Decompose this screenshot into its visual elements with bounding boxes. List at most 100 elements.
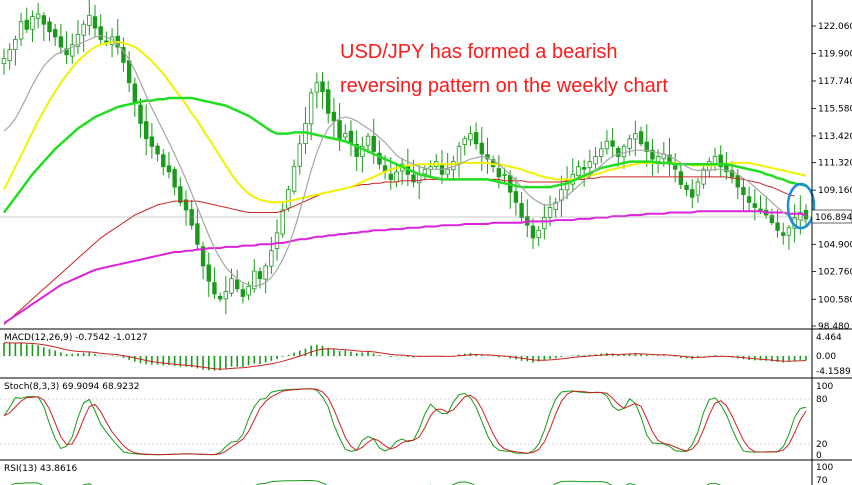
- candle-body-bear: [519, 203, 524, 219]
- candle-body-bear: [638, 131, 644, 145]
- candle-body-bear: [92, 16, 98, 29]
- candle-body-bull: [343, 133, 348, 138]
- stoch-tick-80: 80: [816, 395, 828, 405]
- price-tick-label: 98.480: [818, 322, 850, 332]
- candle-body-bull: [604, 140, 610, 150]
- candle-body-bull: [547, 207, 553, 218]
- ma-green-line: [3, 96, 807, 214]
- candle: [781, 222, 786, 245]
- candle-body-bear: [326, 89, 331, 114]
- candle-body-bear: [479, 142, 484, 155]
- candle-body-bear: [758, 208, 763, 211]
- candle: [360, 137, 365, 173]
- candle: [291, 159, 297, 195]
- candle: [30, 10, 35, 43]
- candle: [354, 130, 359, 172]
- price-tick-label: 115.580: [818, 104, 852, 114]
- candle-body-bull: [456, 145, 462, 165]
- candle-body-bear: [769, 215, 775, 224]
- rsi-label: RSI(13) 43.8616: [4, 464, 77, 474]
- candle: [240, 283, 246, 304]
- candle: [52, 24, 58, 46]
- candle: [371, 118, 376, 165]
- candle: [70, 33, 75, 64]
- candle-body-bull: [263, 265, 268, 280]
- candle: [786, 224, 792, 250]
- candle: [536, 225, 541, 247]
- candle-body-bear: [121, 47, 126, 63]
- rsi-tick-100: 100: [816, 463, 833, 473]
- candle: [58, 23, 64, 54]
- candle: [695, 178, 701, 203]
- moving-averages: [3, 35, 807, 325]
- candle-body-bear: [672, 165, 678, 170]
- candle: [326, 80, 331, 124]
- candle: [155, 143, 160, 162]
- candle-body-bear: [616, 148, 621, 157]
- candle-body-bull: [87, 14, 92, 26]
- ma-red-line: [3, 176, 795, 325]
- macd-panel: MACD(12,26,9) -0.7542 -1.0127 4.464 0.00…: [0, 333, 851, 377]
- stoch-k-line: [3, 388, 807, 456]
- candle-body-bull: [291, 166, 297, 192]
- candle-body-bull: [18, 21, 24, 40]
- candle-body-bear: [58, 36, 64, 48]
- stoch-d-line: [3, 388, 807, 456]
- candle: [343, 124, 348, 141]
- candle-body-bull: [297, 143, 302, 167]
- candle-body-bear: [530, 225, 536, 239]
- candle-body-bear: [161, 154, 166, 168]
- candle-body-bull: [229, 278, 234, 294]
- candle: [252, 258, 257, 293]
- candle: [593, 146, 598, 169]
- candle: [610, 128, 615, 157]
- price-tick-label: 104.900: [818, 240, 852, 250]
- candle: [35, 2, 41, 29]
- macd-tick-top: 4.464: [816, 333, 842, 343]
- candle-body-bear: [200, 246, 206, 267]
- current-price-tag-box: [811, 209, 852, 224]
- candle: [746, 186, 752, 212]
- candle-body-bear: [24, 19, 29, 30]
- candle-body-bull: [269, 250, 274, 267]
- candle-body-bear: [678, 171, 684, 185]
- candle: [280, 201, 285, 238]
- highlight-circle: [786, 182, 816, 230]
- candle: [627, 134, 632, 156]
- stoch-tick-0: 0: [816, 451, 822, 461]
- rsi-tick-70: 70: [816, 476, 828, 485]
- candle-body-bull: [360, 145, 365, 157]
- rsi-line: [10, 480, 722, 485]
- candle-body-bear: [166, 165, 172, 173]
- candle-body-bull: [246, 285, 251, 296]
- candle: [64, 31, 69, 65]
- candle-body-bear: [746, 196, 752, 203]
- candle-body-bear: [775, 222, 780, 231]
- candle-body-bull: [223, 290, 229, 300]
- candle-body-bear: [411, 174, 416, 183]
- price-tick-label: 119.900: [818, 49, 852, 59]
- candle-body-bull: [81, 23, 86, 36]
- candle: [718, 145, 723, 178]
- candle-body-bear: [690, 189, 695, 198]
- candles: [1, 0, 809, 315]
- candle-body-bull: [536, 229, 541, 239]
- price-tick-label: 109.160: [818, 186, 852, 196]
- candle-body-bull: [286, 189, 291, 209]
- macd-tick-zero: 0.00: [816, 352, 836, 362]
- candle: [274, 219, 280, 261]
- price-tick-label: 113.420: [818, 132, 852, 142]
- candle-body-bull: [593, 156, 598, 165]
- candle-body-bull: [274, 232, 280, 249]
- candle: [308, 88, 314, 141]
- macd-signal-line: [3, 342, 807, 370]
- candle: [599, 141, 604, 163]
- candle-body-bull: [35, 13, 41, 19]
- candle-body-bear: [52, 29, 58, 38]
- candle: [462, 135, 467, 156]
- candle-body-bear: [47, 21, 52, 33]
- stoch-tick-100: 100: [816, 382, 833, 392]
- candle-body-bear: [155, 145, 160, 155]
- candle-body-bear: [781, 232, 786, 236]
- candle-body-bull: [621, 145, 627, 158]
